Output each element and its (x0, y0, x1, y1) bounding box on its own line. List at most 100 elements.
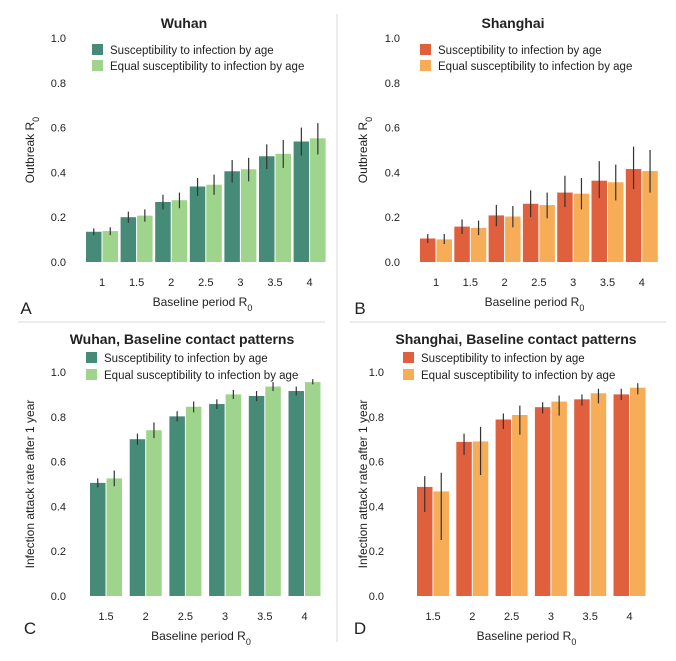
y-axis-label: Infection attack rate after 1 year (356, 400, 370, 569)
legend-label: Equal susceptibility to infection by age (104, 370, 298, 382)
legend-label: Equal susceptibility to infection by age (421, 370, 615, 382)
x-tick-label: 2.5 (178, 611, 193, 623)
y-tick-label: 0.6 (51, 457, 66, 469)
bar-age-susceptibility (625, 169, 642, 262)
legend-label: Equal susceptibility to infection by age (110, 61, 304, 73)
bar-age-susceptibility (456, 441, 472, 596)
x-tick-label: 3 (237, 277, 243, 289)
x-tick-label: 4 (626, 611, 632, 623)
x-tick-label: 4 (307, 277, 313, 289)
legend-label: Susceptibility to infection by age (110, 45, 274, 57)
y-tick-label: 0.2 (51, 546, 66, 558)
x-tick-label: 3.5 (583, 611, 598, 623)
bar-age-susceptibility (495, 419, 512, 596)
y-tick-label: 0.2 (369, 546, 384, 558)
bar-age-susceptibility (613, 394, 629, 596)
x-tick-label: 1 (99, 277, 105, 289)
bar-age-susceptibility (86, 231, 102, 262)
x-tick-label: 4 (301, 611, 307, 623)
y-tick-label: 0.4 (51, 167, 66, 179)
legend-swatch (86, 369, 97, 380)
x-tick-label: 2.5 (504, 611, 519, 623)
x-tick-label: 3.5 (267, 277, 282, 289)
legend-label: Susceptibility to infection by age (421, 353, 585, 365)
panel-letter: D (354, 619, 366, 638)
bar-equal-susceptibility (512, 415, 528, 596)
legend-swatch (420, 44, 431, 55)
panel-letter: C (24, 619, 36, 638)
legend-swatch (403, 369, 414, 380)
x-axis-label: Baseline period R0 (485, 295, 585, 313)
y-tick-label: 0.0 (369, 591, 384, 603)
bar-age-susceptibility (90, 482, 106, 596)
bar-equal-susceptibility (505, 216, 521, 262)
bar-age-susceptibility (209, 404, 225, 596)
bar-age-susceptibility (155, 201, 171, 262)
bar-equal-susceptibility (433, 491, 449, 596)
y-axis-label: Outbreak R0 (23, 117, 41, 183)
bar-age-susceptibility (293, 141, 310, 262)
y-tick-label: 0.6 (369, 457, 384, 469)
y-tick-label: 0.0 (51, 257, 66, 269)
x-tick-label: 1.5 (463, 277, 478, 289)
bar-age-susceptibility (454, 226, 470, 262)
y-tick-label: 1.0 (51, 33, 66, 45)
legend-swatch (92, 44, 103, 55)
y-tick-label: 0.4 (51, 501, 66, 513)
bar-age-susceptibility (557, 192, 573, 262)
bar-age-susceptibility (420, 238, 436, 262)
panel-b-shanghai-outbreak: Shanghai B 0.0 0.2 0.4 0.6 0.8 1.0 1 1.5 2 2.5 3 3.… (354, 15, 658, 318)
y-axis-label: Outbreak R0 (356, 117, 374, 183)
bar-age-susceptibility (288, 391, 304, 596)
bar-age-susceptibility (522, 203, 539, 262)
bar-equal-susceptibility (310, 138, 326, 262)
x-axis-label: Baseline period R0 (477, 629, 577, 647)
x-tick-label: 2 (469, 611, 475, 623)
y-tick-label: 0.8 (51, 78, 66, 90)
bar-equal-susceptibility (206, 184, 222, 262)
y-axis-label: Infection attack rate after 1 year (23, 400, 37, 569)
bar-equal-susceptibility (185, 406, 202, 596)
y-tick-label: 1.0 (385, 33, 400, 45)
bar-age-susceptibility (129, 439, 146, 596)
panel-title: Shanghai (481, 15, 544, 31)
bar-age-susceptibility (224, 171, 240, 262)
y-tick-label: 0.8 (385, 78, 400, 90)
bar-age-susceptibility (574, 399, 590, 596)
bar-age-susceptibility (120, 217, 137, 262)
y-tick-label: 1.0 (369, 367, 384, 379)
bar-equal-susceptibility (102, 231, 118, 262)
x-tick-label: 2 (143, 611, 149, 623)
bar-equal-susceptibility (608, 182, 624, 262)
panel-title: Wuhan (161, 15, 207, 31)
x-tick-label: 3.5 (257, 611, 272, 623)
x-tick-label: 1 (433, 277, 439, 289)
panel-title: Wuhan, Baseline contact patterns (70, 331, 295, 347)
bar-equal-susceptibility (436, 239, 452, 262)
bar-equal-susceptibility (106, 478, 122, 596)
x-tick-label: 3.5 (600, 277, 615, 289)
x-axis-label: Baseline period R0 (151, 629, 251, 647)
x-tick-label: 3 (570, 277, 576, 289)
bar-age-susceptibility (591, 180, 607, 262)
x-tick-label: 3 (548, 611, 554, 623)
y-tick-label: 0.2 (385, 212, 400, 224)
bar-equal-susceptibility (275, 153, 291, 262)
bar-equal-susceptibility (265, 386, 281, 596)
bar-equal-susceptibility (551, 401, 567, 596)
bar-age-susceptibility (189, 186, 206, 262)
y-tick-label: 0.0 (385, 257, 400, 269)
bar-equal-susceptibility (539, 205, 555, 262)
bar-age-susceptibility (169, 416, 185, 596)
legend-swatch (86, 352, 97, 363)
panel-title: Shanghai, Baseline contact patterns (395, 331, 636, 347)
legend-swatch (92, 60, 103, 71)
panel-a-wuhan-outbreak: Wuhan A 0.0 0.2 0.4 0.6 0.8 1.0 1 1.5 2 2.5 3 3.5 4 B… (20, 15, 326, 318)
bar-equal-susceptibility (146, 430, 162, 596)
bar-equal-susceptibility (305, 382, 321, 596)
x-tick-label: 3 (222, 611, 228, 623)
bar-age-susceptibility (259, 156, 275, 262)
legend-label: Susceptibility to infection by age (104, 353, 268, 365)
legend-swatch (403, 352, 414, 363)
